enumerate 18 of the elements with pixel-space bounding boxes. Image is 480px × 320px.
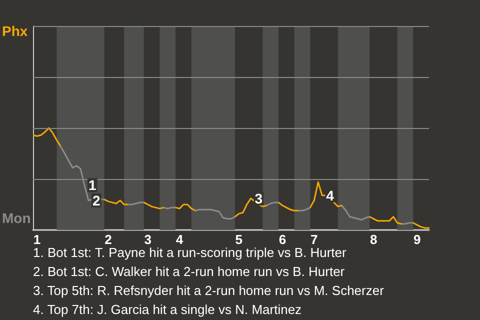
annotation: 1: [88, 177, 96, 194]
text: 3. Top 5th: R. Refsnyder hit a 2-run home run vs M. Scherzer: [33, 283, 385, 298]
x-tick-label: 3: [144, 232, 152, 247]
annotation: 2: [92, 192, 100, 208]
x-tick-label: 4: [176, 232, 184, 247]
x-tick-label: 6: [278, 232, 286, 247]
x-tick-label: 8: [370, 232, 378, 247]
x-tick-label: 9: [414, 232, 421, 247]
annotation: 3: [254, 190, 263, 206]
text: 2. Bot 1st: C. Walker hit a 2-run home run vs B. Hurter: [33, 264, 346, 279]
text: Phx: [2, 23, 28, 39]
text: Mon: [2, 210, 31, 226]
x-tick-label: 5: [235, 232, 243, 247]
x-tick-label: 1: [33, 232, 41, 247]
x-tick-label: 2: [104, 232, 112, 247]
text: 1. Bot 1st: T. Payne hit a run-scoring triple vs B. Hurter: [33, 245, 348, 260]
text: 4. Top 7th: J. Garcia hit a single vs N. Martinez: [33, 302, 302, 317]
x-tick-label: 7: [310, 232, 318, 247]
